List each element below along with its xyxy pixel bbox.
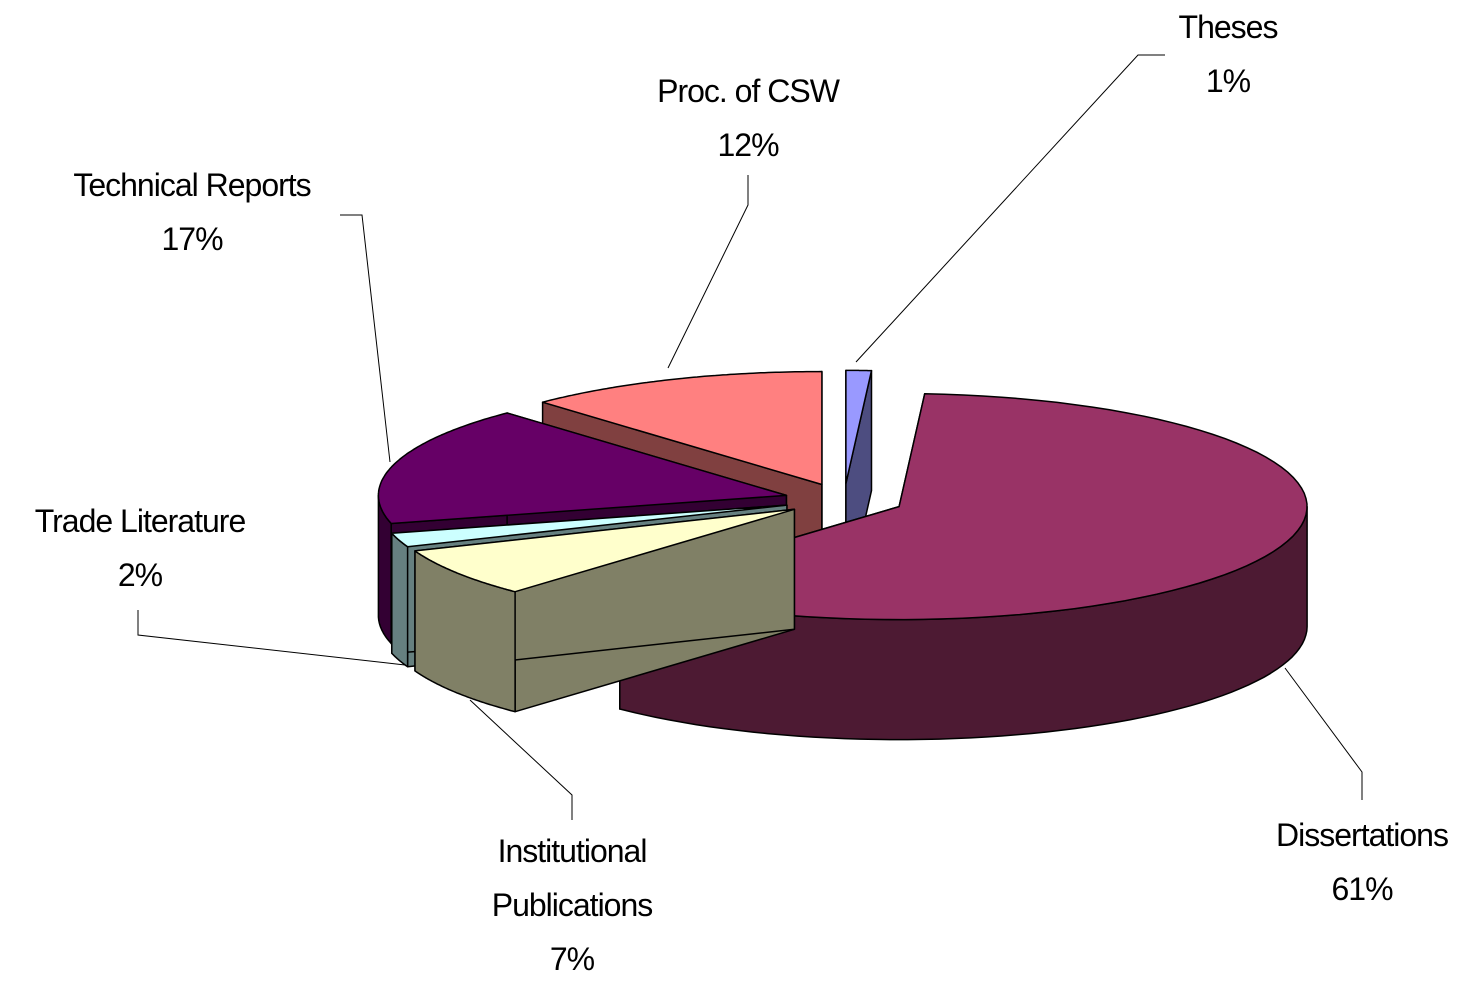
data-label: Technical Reports 17%: [22, 158, 362, 266]
value-label: 1%: [1205, 63, 1251, 99]
value-label: 7%: [549, 941, 595, 977]
value-label: 61%: [1331, 871, 1393, 907]
category-label: Technical Reports: [73, 167, 311, 203]
slice: [414, 508, 796, 593]
data-label: Dissertations 61%: [1212, 808, 1477, 916]
slice: [377, 412, 788, 525]
slice: [391, 504, 788, 548]
data-label: Proc. of CSW 12%: [598, 64, 898, 172]
leader-line: [469, 699, 573, 820]
category-label: Dissertations: [1276, 817, 1449, 853]
category-label: Trade Literature: [34, 503, 246, 539]
value-label: 12%: [717, 127, 779, 163]
leader-line: [855, 54, 1165, 363]
leader-line: [1284, 667, 1363, 800]
slice: [541, 370, 823, 486]
value-label: 17%: [161, 221, 223, 257]
category-label: Institutional Publications: [491, 833, 654, 923]
value-label: 2%: [117, 557, 163, 593]
slice-side: [391, 532, 409, 668]
category-label: Proc. of CSW: [657, 73, 840, 109]
leader-line: [667, 175, 749, 369]
data-label: Institutional Publications 7%: [462, 824, 682, 986]
slice: [845, 369, 873, 485]
data-label: Trade Literature 2%: [0, 494, 300, 602]
leader-line: [137, 610, 406, 666]
leader-line: [340, 214, 391, 463]
data-label: Theses 1%: [1078, 0, 1378, 108]
category-label: Theses: [1178, 9, 1279, 45]
